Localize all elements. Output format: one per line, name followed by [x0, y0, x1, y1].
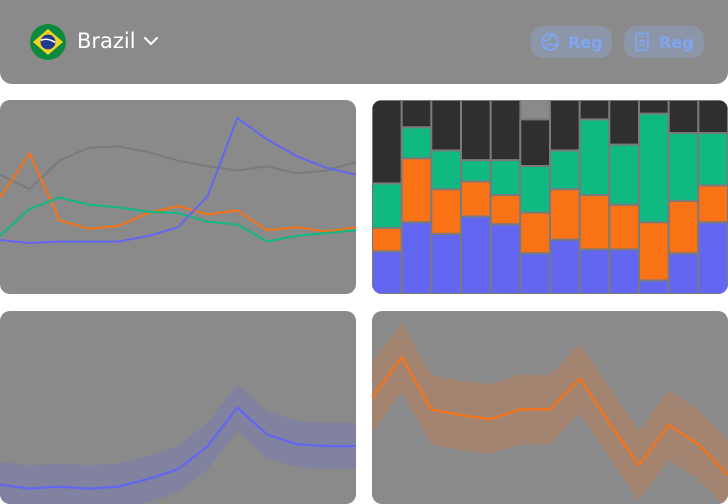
chevron-down-icon[interactable]	[143, 35, 159, 47]
bar-segment-3-2	[460, 159, 492, 183]
bar-segment-1-0	[400, 221, 433, 294]
stacked-bar-chart	[372, 100, 728, 294]
line-chart-panel[interactable]	[0, 100, 356, 294]
country-selector[interactable]: Brazil	[77, 29, 136, 53]
bar-segment-2-2	[430, 149, 462, 191]
bar-segment-8-2	[608, 143, 641, 206]
bar-segment-10-2	[667, 132, 700, 202]
bar-segment-0-2	[372, 182, 403, 229]
bar-segment-9-3	[638, 100, 670, 115]
line-series-3	[0, 117, 356, 244]
line-series-2	[0, 196, 356, 243]
bar-segment-0-0	[372, 250, 403, 294]
line-chart	[0, 117, 356, 244]
bar-segment-5-3	[519, 118, 552, 167]
orange-band-chart-panel[interactable]	[372, 311, 728, 504]
blue-band-chart	[0, 384, 356, 504]
reg-button-1[interactable]: Reg	[531, 26, 612, 58]
bar-segment-7-1	[578, 194, 611, 251]
bar-segment-4-0	[489, 223, 522, 294]
bar-segment-0-1	[372, 227, 403, 253]
bar-segment-3-3	[460, 100, 492, 162]
bar-segment-8-1	[608, 203, 641, 251]
bar-segment-11-2	[697, 132, 728, 187]
bar-segment-5-2	[519, 165, 552, 214]
bar-segment-1-1	[400, 157, 433, 224]
phone-icon	[635, 32, 649, 52]
line-series-1	[0, 152, 356, 233]
bar-segment-11-1	[697, 184, 728, 224]
reg-button-1-label: Reg	[568, 32, 603, 52]
confidence-band	[372, 322, 728, 504]
bar-segment-6-0	[549, 238, 581, 294]
reg-button-2-label: Reg	[659, 32, 694, 52]
bar-segment-1-3	[400, 100, 433, 129]
header-bar: Brazil Reg Reg	[0, 0, 728, 84]
band-series-line	[0, 406, 356, 490]
bar-segment-5-0	[519, 252, 552, 294]
bar-segment-0-3	[372, 100, 403, 185]
bar-segment-3-0	[460, 215, 492, 294]
stacked-bar-chart-panel[interactable]	[372, 100, 728, 294]
bar-segment-4-3	[489, 100, 522, 162]
bar-segment-9-0	[638, 279, 670, 294]
bar-segment-6-2	[549, 149, 581, 191]
bar-segment-2-3	[430, 100, 462, 152]
brazil-flag-icon[interactable]	[30, 24, 66, 60]
bar-segment-7-3	[578, 100, 611, 121]
bar-segment-4-1	[489, 194, 522, 226]
globe-icon	[541, 33, 559, 51]
bar-segment-4-2	[489, 159, 522, 196]
bar-segment-11-0	[697, 221, 728, 294]
bar-segment-7-0	[578, 248, 611, 294]
bar-segment-8-3	[608, 100, 641, 146]
bar-segment-5-1	[519, 211, 552, 255]
bar-segment-11-3	[697, 100, 728, 134]
bar-segment-6-3	[549, 100, 581, 152]
bar-segment-10-3	[667, 100, 700, 134]
reg-button-2[interactable]: Reg	[624, 26, 704, 58]
bar-segment-2-0	[430, 232, 462, 294]
bar-segment-1-2	[400, 126, 433, 160]
blue-band-chart-panel[interactable]	[0, 311, 356, 504]
bar-segment-3-1	[460, 180, 492, 218]
bar-segment-2-1	[430, 188, 462, 235]
line-series-0	[0, 145, 356, 190]
bar-segment-10-0	[667, 252, 700, 294]
bar-segment-10-1	[667, 199, 700, 255]
bar-segment-7-2	[578, 118, 611, 197]
orange-band-chart	[372, 322, 728, 504]
band-series-line	[372, 356, 728, 476]
bar-segment-9-2	[638, 112, 670, 224]
bar-segment-9-1	[638, 221, 670, 282]
confidence-band	[0, 384, 356, 504]
bar-segment-8-0	[608, 248, 641, 294]
bar-segment-6-1	[549, 188, 581, 241]
